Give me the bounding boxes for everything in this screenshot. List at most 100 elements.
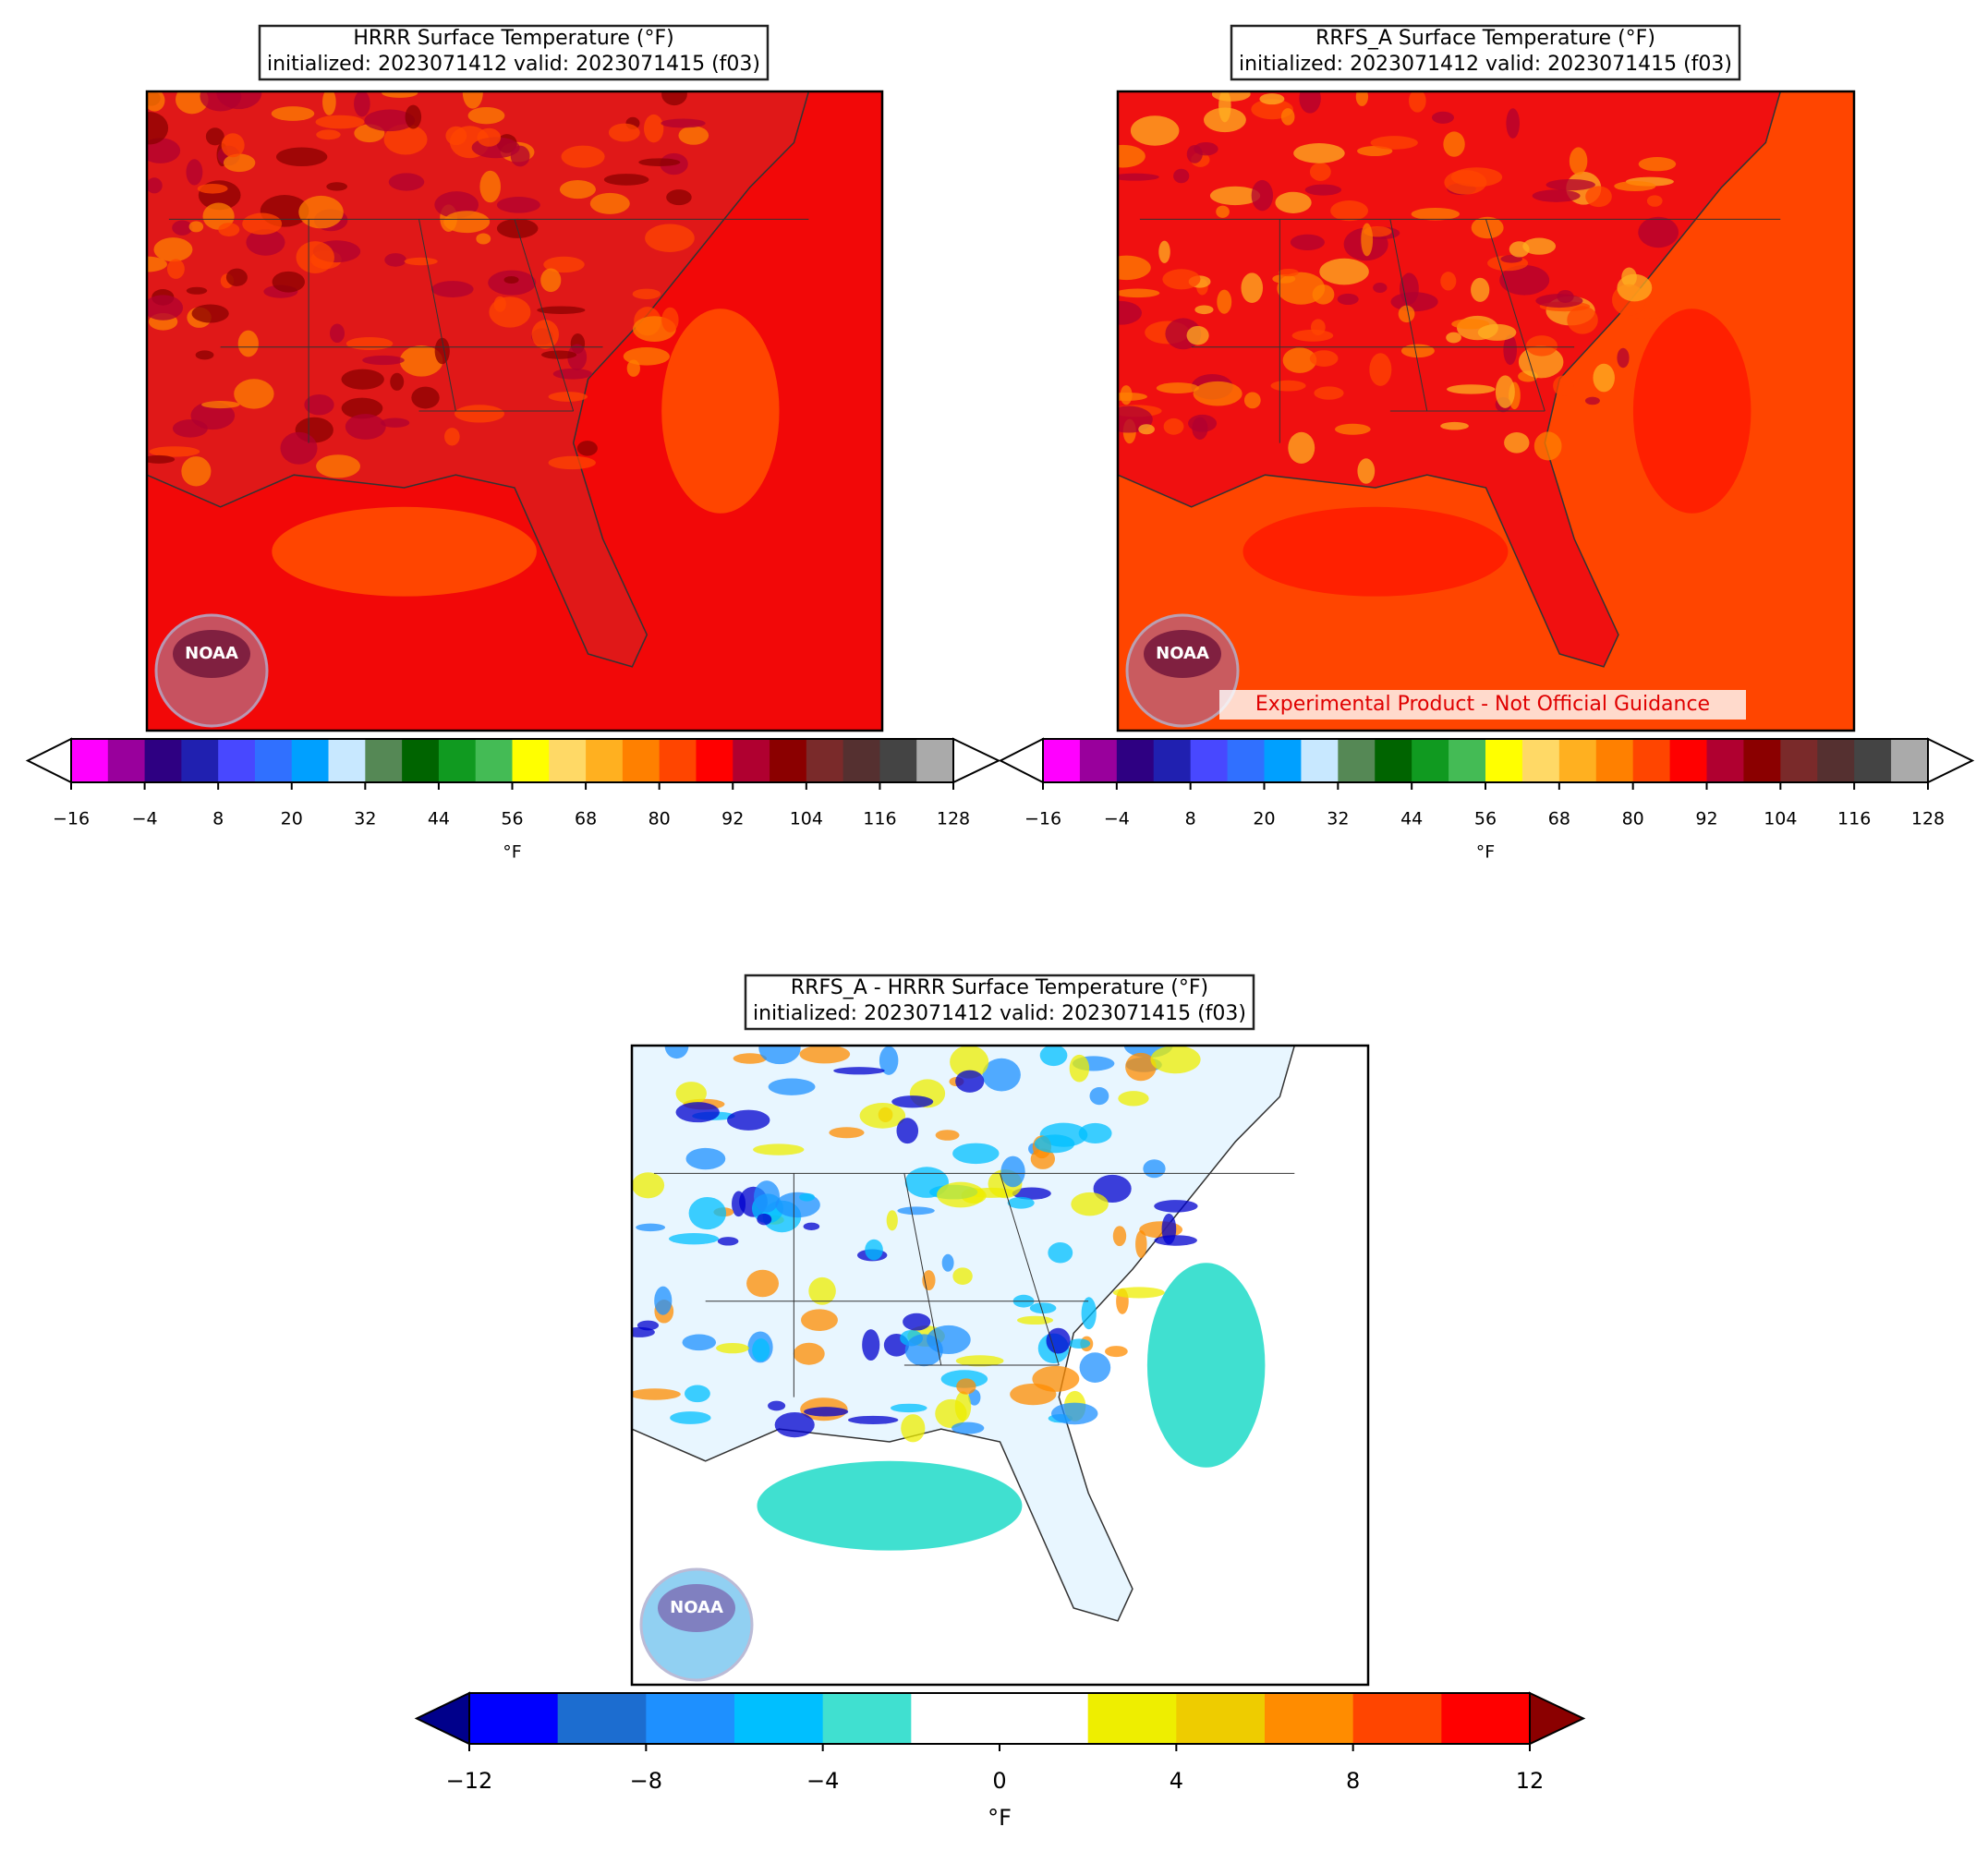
field-patch	[1209, 186, 1261, 206]
field-patch	[952, 1143, 1000, 1165]
field-patch	[1495, 375, 1515, 408]
field-patch	[666, 189, 692, 206]
colorbar-tick-label: −4	[132, 809, 158, 829]
colorbar-tick-label: 8	[212, 809, 224, 829]
colorbar-segment	[71, 739, 109, 782]
field-patch	[1617, 273, 1653, 302]
colorbar-tick-label: −16	[53, 809, 90, 829]
colorbar-segment	[475, 739, 513, 782]
field-patch	[1259, 93, 1285, 105]
field-patch	[382, 91, 418, 98]
colorbar-tick-label: −16	[1024, 809, 1061, 829]
colorbar-segment	[144, 739, 182, 782]
field-patch	[1400, 272, 1419, 305]
field-patch	[172, 220, 193, 236]
field-patch	[489, 296, 531, 328]
field-patch	[833, 1067, 885, 1075]
field-patch	[543, 256, 585, 273]
field-patch	[904, 1334, 943, 1367]
colorbar-segment	[1227, 739, 1265, 782]
colorbar-tick-label: 8	[1185, 809, 1196, 829]
colorbar-tick-label: 128	[937, 809, 970, 829]
map-frame	[1116, 90, 1856, 732]
sea-patch	[1146, 1263, 1266, 1468]
colorbar-tick-label: 68	[1548, 809, 1570, 829]
field-patch	[345, 336, 394, 351]
colorbar-segment	[328, 739, 366, 782]
field-patch	[956, 1378, 976, 1395]
field-patch	[768, 1078, 816, 1095]
colorbar-tick-label: 80	[649, 809, 671, 829]
field-patch	[1398, 305, 1415, 323]
logo-top	[173, 630, 250, 678]
field-patch	[354, 91, 370, 117]
field-patch	[1158, 240, 1170, 263]
sea-patch	[272, 506, 537, 597]
field-patch	[221, 133, 245, 158]
colorbar-segment	[1558, 739, 1597, 782]
field-patch	[1312, 284, 1335, 305]
field-patch	[632, 1172, 665, 1199]
field-patch	[341, 369, 384, 390]
note: Experimental Product - Not Official Guid…	[1255, 693, 1710, 716]
field-patch	[865, 1239, 883, 1261]
field-patch	[147, 177, 163, 194]
field-patch	[754, 1180, 781, 1213]
field-patch	[195, 350, 214, 360]
field-patch	[1204, 107, 1246, 133]
field-patch	[1093, 1174, 1132, 1204]
state-line	[1485, 219, 1546, 412]
colorbar-segment	[1743, 739, 1781, 782]
field-patch	[272, 271, 306, 293]
field-patch	[147, 91, 165, 112]
field-patch	[1373, 282, 1388, 294]
field-patch	[477, 127, 502, 147]
field-patch	[1034, 1134, 1075, 1154]
field-patch	[1585, 186, 1612, 208]
field-patch	[1369, 353, 1392, 386]
colorbar-segment	[107, 739, 146, 782]
colorbar-segment	[218, 739, 256, 782]
field-patch	[1646, 195, 1663, 207]
field-patch	[1309, 163, 1331, 181]
colorbar-segment	[557, 1693, 647, 1744]
field-patch	[1280, 108, 1295, 126]
field-patch	[1051, 1402, 1098, 1425]
field-patch	[1299, 91, 1321, 114]
field-patch	[1130, 115, 1180, 146]
field-patch	[661, 307, 679, 333]
field-patch	[434, 337, 450, 365]
field-patch	[1361, 223, 1374, 257]
field-patch	[954, 1391, 972, 1422]
field-patch	[147, 295, 184, 321]
field-patch	[589, 192, 630, 214]
field-patch	[757, 1213, 772, 1226]
field-patch	[280, 431, 318, 465]
field-patch	[1007, 1196, 1035, 1209]
field-patch	[859, 1103, 906, 1129]
field-patch	[1503, 334, 1518, 366]
field-patch	[237, 330, 259, 357]
colorbar-tick-label: 44	[1400, 809, 1423, 829]
field-patch	[540, 350, 577, 359]
field-patch	[316, 454, 360, 478]
colorbar-segment	[1706, 739, 1744, 782]
field-patch	[166, 259, 185, 279]
field-patch	[675, 1082, 707, 1106]
sea-patch	[1242, 506, 1509, 597]
field-patch	[896, 1118, 919, 1144]
field-patch	[1525, 335, 1558, 357]
field-patch	[952, 1422, 985, 1434]
field-patch	[1272, 273, 1296, 284]
field-patch	[1370, 136, 1418, 150]
field-patch	[197, 183, 228, 194]
field-patch	[1304, 184, 1341, 196]
colorbar-tick-label: 56	[1474, 809, 1497, 829]
field-patch	[903, 1313, 931, 1331]
field-patch	[716, 1342, 749, 1354]
map-frame	[145, 90, 884, 732]
field-patch	[1617, 347, 1630, 369]
colorbar-tick-label: 12	[1516, 1768, 1545, 1794]
field-patch	[1118, 300, 1142, 325]
field-patch	[862, 1329, 880, 1361]
